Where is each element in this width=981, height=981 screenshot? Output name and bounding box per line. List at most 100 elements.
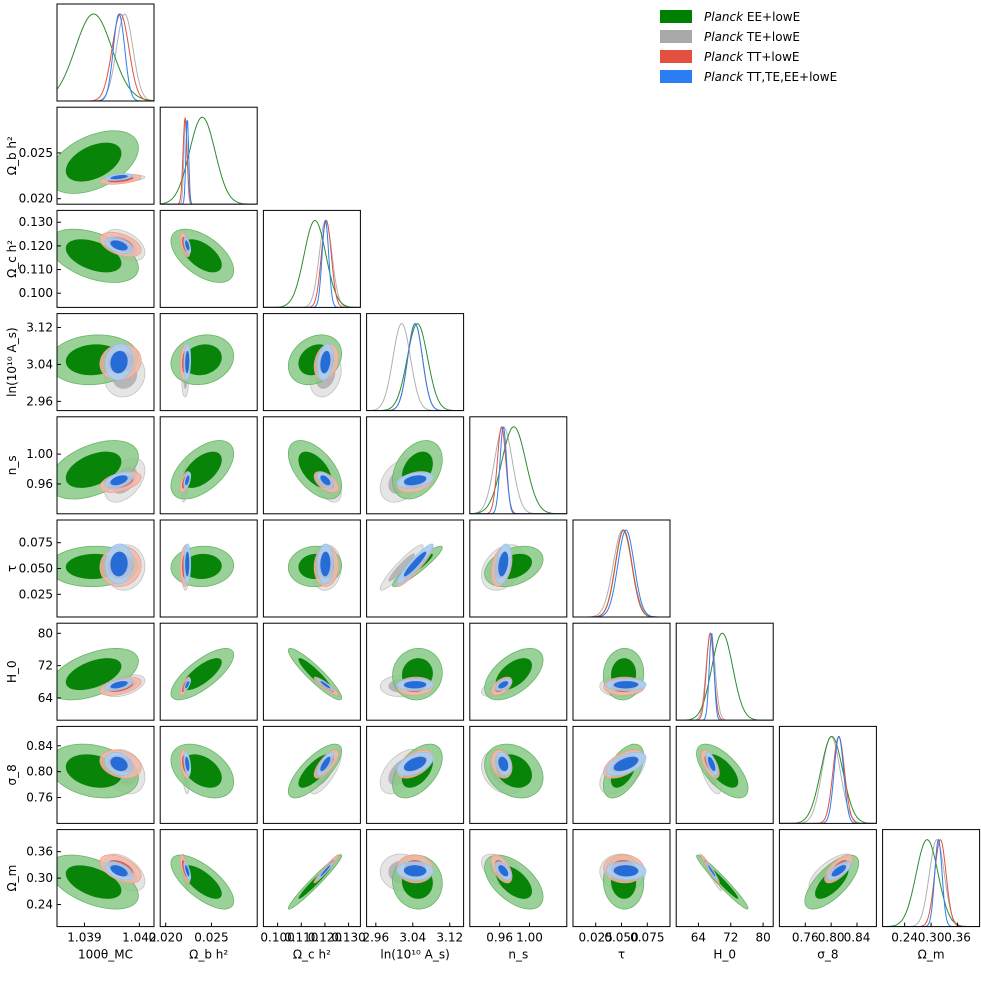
x-tick-label: 0.36 xyxy=(944,931,971,945)
panel-c-h-vs- xyxy=(262,519,361,618)
y-tick-label: 0.050 xyxy=(19,562,53,576)
panel-ln-10-a-s-vs-8 xyxy=(366,725,465,824)
y-tick-label: 72 xyxy=(38,659,53,673)
contour-68-ee-lowe xyxy=(182,865,222,899)
x-tick-label: 0.075 xyxy=(630,931,664,945)
legend-swatch-tt-lowe xyxy=(660,50,692,63)
x-tick-label: 0.020 xyxy=(149,931,183,945)
contour-68-ee-lowe xyxy=(65,142,122,182)
marginal-tt-te-ee-lowe xyxy=(263,219,361,308)
panel-100-mc-vs-100-mc xyxy=(56,3,155,102)
x-axis-label-8: σ_8 xyxy=(817,948,838,962)
marginal-tt-lowe xyxy=(366,323,464,411)
panel-n-s-vs-8 xyxy=(469,725,568,824)
x-tick-label: 0.84 xyxy=(844,931,871,945)
y-tick-label: 0.130 xyxy=(19,215,53,229)
panel-frame xyxy=(262,313,361,412)
contour-68-tt-te-ee-lowe xyxy=(185,681,190,689)
x-tick-label: 1.042 xyxy=(122,931,156,945)
contour-68-tt-te-ee-lowe xyxy=(185,475,190,486)
marginal-tt-te-ee-lowe xyxy=(676,633,774,721)
legend-swatch-te-lowe xyxy=(660,30,692,43)
x-tick-label: 64 xyxy=(691,931,706,945)
marginal-tt-te-ee-lowe xyxy=(366,323,464,411)
legend-swatch-tt-te-ee-lowe xyxy=(660,70,692,83)
marginal-ee-lowe xyxy=(366,323,464,411)
contour-68-tt-te-ee-lowe xyxy=(403,756,427,772)
panel-frame xyxy=(469,519,568,618)
panel-frame xyxy=(366,829,465,928)
y-axis-label-ln-10-a-s: ln(10¹⁰ A_s) xyxy=(5,327,19,396)
contour-68-ee-lowe xyxy=(182,239,222,273)
panel-frame xyxy=(778,829,877,928)
contour-68-tt-te-ee-lowe xyxy=(498,681,509,689)
x-axis-label-m: Ω_m xyxy=(918,948,945,962)
panel-n-s-vs-h-0 xyxy=(469,622,568,721)
contour-68-tt-te-ee-lowe xyxy=(110,350,128,374)
marginal-tt-lowe xyxy=(160,117,258,205)
panel-ln-10-a-s-vs-h-0 xyxy=(366,622,465,721)
x-tick-label: 0.120 xyxy=(308,931,342,945)
panel-frame xyxy=(159,622,258,721)
marginal-tt-lowe xyxy=(779,736,877,824)
y-tick-label: 0.36 xyxy=(26,845,53,859)
marginal-tt-lowe xyxy=(469,426,567,514)
y-tick-label: 0.30 xyxy=(26,871,53,885)
panel-frame xyxy=(159,519,258,618)
marginal-te-lowe xyxy=(469,426,567,514)
contour-68-tt-te-ee-lowe xyxy=(320,681,331,689)
x-tick-label: 0.025 xyxy=(579,931,613,945)
marginal-tt-te-ee-lowe xyxy=(469,426,567,514)
y-tick-label: 0.76 xyxy=(26,791,53,805)
marginal-tt-lowe xyxy=(676,631,774,721)
panel-100-mc-vs-h-0: 64 72 80 xyxy=(38,622,155,721)
y-tick-label: 0.020 xyxy=(19,192,53,206)
panel-c-h-vs-h-0 xyxy=(262,622,361,721)
x-tick-label: 1.00 xyxy=(516,931,543,945)
y-tick-label: 0.100 xyxy=(19,286,53,300)
x-tick-label: 2.96 xyxy=(362,931,389,945)
panel-b-h-vs-m: 0.020 0.025 xyxy=(149,829,258,945)
panel-frame xyxy=(675,725,774,824)
contour-68-tt-te-ee-lowe xyxy=(110,475,128,486)
legend-swatch-ee-lowe xyxy=(660,10,692,23)
marginal-tt-te-ee-lowe xyxy=(573,529,670,617)
y-tick-label: 0.075 xyxy=(19,536,53,550)
panel-frame xyxy=(572,622,671,721)
y-tick-label: 0.025 xyxy=(19,587,53,601)
contour-68-tt-te-ee-lowe xyxy=(110,175,128,180)
contour-68-tt-te-ee-lowe xyxy=(185,865,190,877)
marginal-ee-lowe xyxy=(263,219,361,308)
contour-68-ee-lowe xyxy=(182,451,222,488)
panel-frame xyxy=(572,725,671,824)
y-axis-label-8: σ_8 xyxy=(5,764,19,785)
x-tick-label: 0.110 xyxy=(284,931,318,945)
panel-100-mc-vs-b-h: 0.020 0.025 xyxy=(19,106,155,206)
contour-68-ee-lowe xyxy=(65,658,122,691)
panel-b-h-vs-n-s xyxy=(159,416,258,515)
x-tick-label: 0.30 xyxy=(918,931,945,945)
contour-68-tt-te-ee-lowe xyxy=(320,756,331,772)
panel-frame xyxy=(366,519,465,618)
y-tick-label: 0.96 xyxy=(26,477,53,491)
y-axis-label-m: Ω_m xyxy=(5,865,19,892)
contour-68-tt-te-ee-lowe xyxy=(707,756,716,772)
panel-c-h-vs-c-h xyxy=(262,209,361,308)
panel-frame xyxy=(366,416,465,515)
panel-frame xyxy=(262,725,361,824)
panel-frame xyxy=(469,725,568,824)
contour-68-tt-te-ee-lowe xyxy=(110,551,128,577)
panel-frame xyxy=(56,416,155,515)
panel--vs-h-0 xyxy=(572,622,671,721)
contour-68-tt-te-ee-lowe xyxy=(831,865,847,877)
contour-68-tt-te-ee-lowe xyxy=(185,240,190,251)
panel-ln-10-a-s-vs-m: 2.96 3.04 3.12 xyxy=(362,829,465,945)
x-tick-label: 0.24 xyxy=(891,931,918,945)
y-tick-label: 64 xyxy=(38,691,53,705)
y-axis-label-b-h: Ω_b h² xyxy=(5,136,19,175)
panel-b-h-vs-8 xyxy=(159,725,258,824)
panel-frame xyxy=(469,622,568,721)
panel-frame xyxy=(159,829,258,928)
